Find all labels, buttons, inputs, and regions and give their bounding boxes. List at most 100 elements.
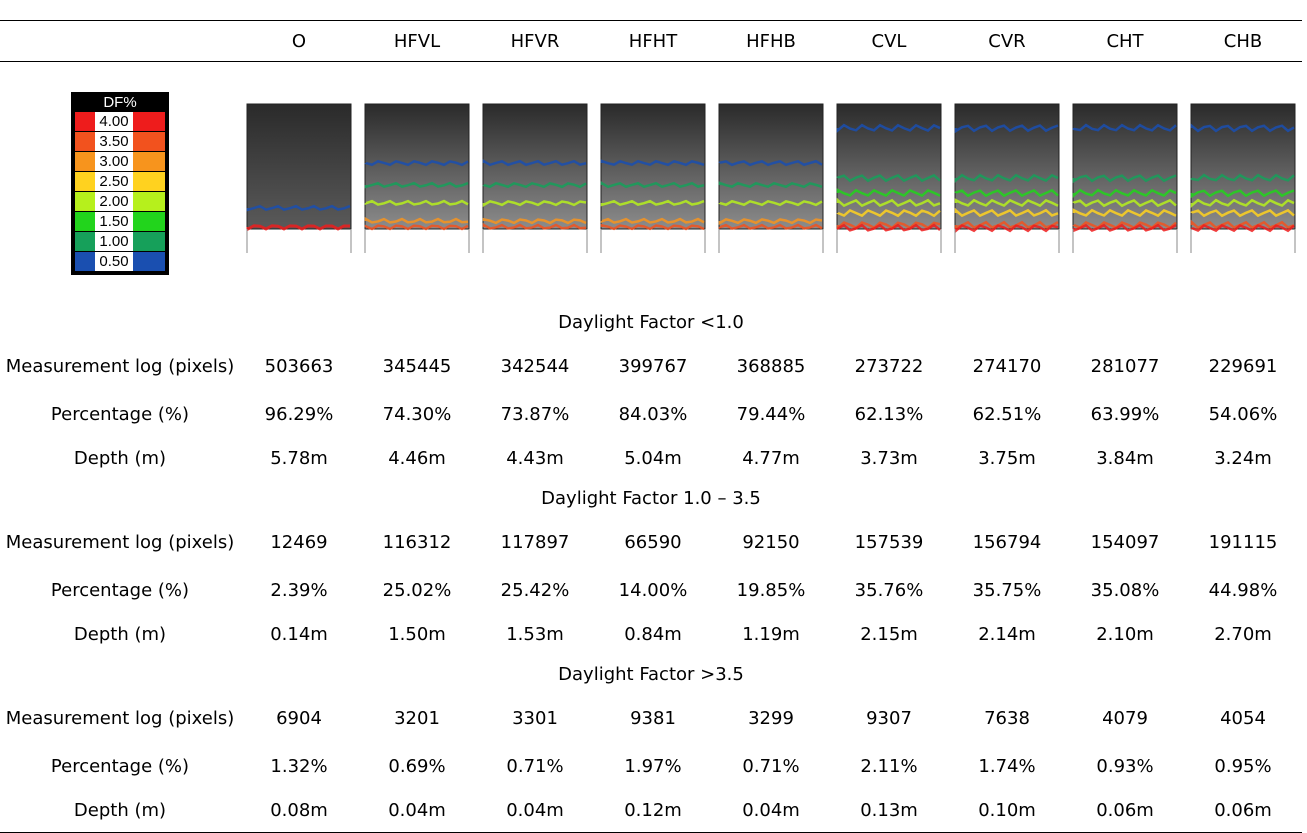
image-detail (601, 104, 705, 229)
cell-value: 0.06m (1066, 788, 1184, 833)
image-cell (240, 62, 358, 305)
cell-value: 1.32% (240, 744, 358, 788)
legend-item: 2.00 (75, 192, 165, 211)
cell-value: 25.42% (476, 568, 594, 612)
cell-value: 0.13m (830, 788, 948, 833)
cell-value: 2.39% (240, 568, 358, 612)
cell-value: 342544 (476, 340, 594, 392)
cell-value: 0.06m (1184, 788, 1302, 833)
section-row: Daylight Factor >3.5 (0, 656, 1302, 692)
cell-value: 274170 (948, 340, 1066, 392)
cell-value: 63.99% (1066, 392, 1184, 436)
data-row: Percentage (%)1.32%0.69%0.71%1.97%0.71%2… (0, 744, 1302, 788)
image-detail (365, 104, 469, 229)
image-detail (483, 104, 587, 229)
cell-value: 0.12m (594, 788, 712, 833)
legend-label: 1.50 (95, 212, 133, 231)
simulation-image (600, 103, 706, 258)
cell-value: 6904 (240, 692, 358, 744)
row-label: Percentage (%) (0, 744, 240, 788)
cell-value: 1.97% (594, 744, 712, 788)
legend-item: 2.50 (75, 172, 165, 191)
data-row: Measurement log (pixels)6904320133019381… (0, 692, 1302, 744)
simulation-image (1190, 103, 1296, 258)
cell-value: 368885 (712, 340, 830, 392)
cell-value: 7638 (948, 692, 1066, 744)
cell-value: 25.02% (358, 568, 476, 612)
row-label: Depth (m) (0, 436, 240, 480)
cell-value: 154097 (1066, 516, 1184, 568)
cell-value: 0.04m (476, 788, 594, 833)
cell-value: 14.00% (594, 568, 712, 612)
cell-value: 3.84m (1066, 436, 1184, 480)
image-detail (247, 104, 351, 229)
section-row: Daylight Factor 1.0 – 3.5 (0, 480, 1302, 516)
section-title: Daylight Factor <1.0 (0, 304, 1302, 340)
cell-value: 84.03% (594, 392, 712, 436)
corner-cell (0, 21, 240, 62)
image-detail (719, 104, 823, 229)
cell-value: 0.69% (358, 744, 476, 788)
image-cell (712, 62, 830, 305)
cell-value: 0.84m (594, 612, 712, 656)
cell-value: 3.75m (948, 436, 1066, 480)
cell-value: 96.29% (240, 392, 358, 436)
simulation-image (954, 103, 1060, 258)
simulation-image (1072, 103, 1178, 258)
image-cell (1066, 62, 1184, 305)
legend-item: 3.00 (75, 152, 165, 171)
simulation-image (836, 103, 942, 258)
legend-label: 3.00 (95, 152, 133, 171)
cell-value: 9381 (594, 692, 712, 744)
legend: DF%4.003.503.002.502.001.501.000.50 (71, 92, 169, 275)
column-header: CHB (1184, 21, 1302, 62)
row-label: Percentage (%) (0, 568, 240, 612)
legend-label: 1.00 (95, 232, 133, 251)
cell-value: 5.04m (594, 436, 712, 480)
section-title: Daylight Factor >3.5 (0, 656, 1302, 692)
column-header: O (240, 21, 358, 62)
cell-value: 92150 (712, 516, 830, 568)
legend-label: 3.50 (95, 132, 133, 151)
image-row: DF%4.003.503.002.502.001.501.000.50 (0, 62, 1302, 305)
cell-value: 2.70m (1184, 612, 1302, 656)
cell-value: 345445 (358, 340, 476, 392)
row-label: Measurement log (pixels) (0, 516, 240, 568)
row-label: Depth (m) (0, 788, 240, 833)
image-cell (830, 62, 948, 305)
legend-label: 2.50 (95, 172, 133, 191)
cell-value: 1.50m (358, 612, 476, 656)
cell-value: 5.78m (240, 436, 358, 480)
cell-value: 4.46m (358, 436, 476, 480)
cell-value: 4.43m (476, 436, 594, 480)
row-label: Measurement log (pixels) (0, 340, 240, 392)
cell-value: 35.76% (830, 568, 948, 612)
cell-value: 3.24m (1184, 436, 1302, 480)
cell-value: 0.14m (240, 612, 358, 656)
cell-value: 2.10m (1066, 612, 1184, 656)
legend-item: 1.00 (75, 232, 165, 251)
column-header: HFHT (594, 21, 712, 62)
cell-value: 54.06% (1184, 392, 1302, 436)
cell-value: 0.71% (712, 744, 830, 788)
legend-title: DF% (71, 94, 169, 111)
cell-value: 229691 (1184, 340, 1302, 392)
cell-value: 4.77m (712, 436, 830, 480)
cell-value: 3.73m (830, 436, 948, 480)
legend-item: 1.50 (75, 212, 165, 231)
cell-value: 157539 (830, 516, 948, 568)
legend-item: 4.00 (75, 112, 165, 131)
image-cell (948, 62, 1066, 305)
cell-value: 116312 (358, 516, 476, 568)
image-detail (248, 226, 350, 229)
cell-value: 4054 (1184, 692, 1302, 744)
column-header: CVR (948, 21, 1066, 62)
cell-value: 1.74% (948, 744, 1066, 788)
column-header: HFHB (712, 21, 830, 62)
section-row: Daylight Factor <1.0 (0, 304, 1302, 340)
row-label: Depth (m) (0, 612, 240, 656)
column-header: CHT (1066, 21, 1184, 62)
